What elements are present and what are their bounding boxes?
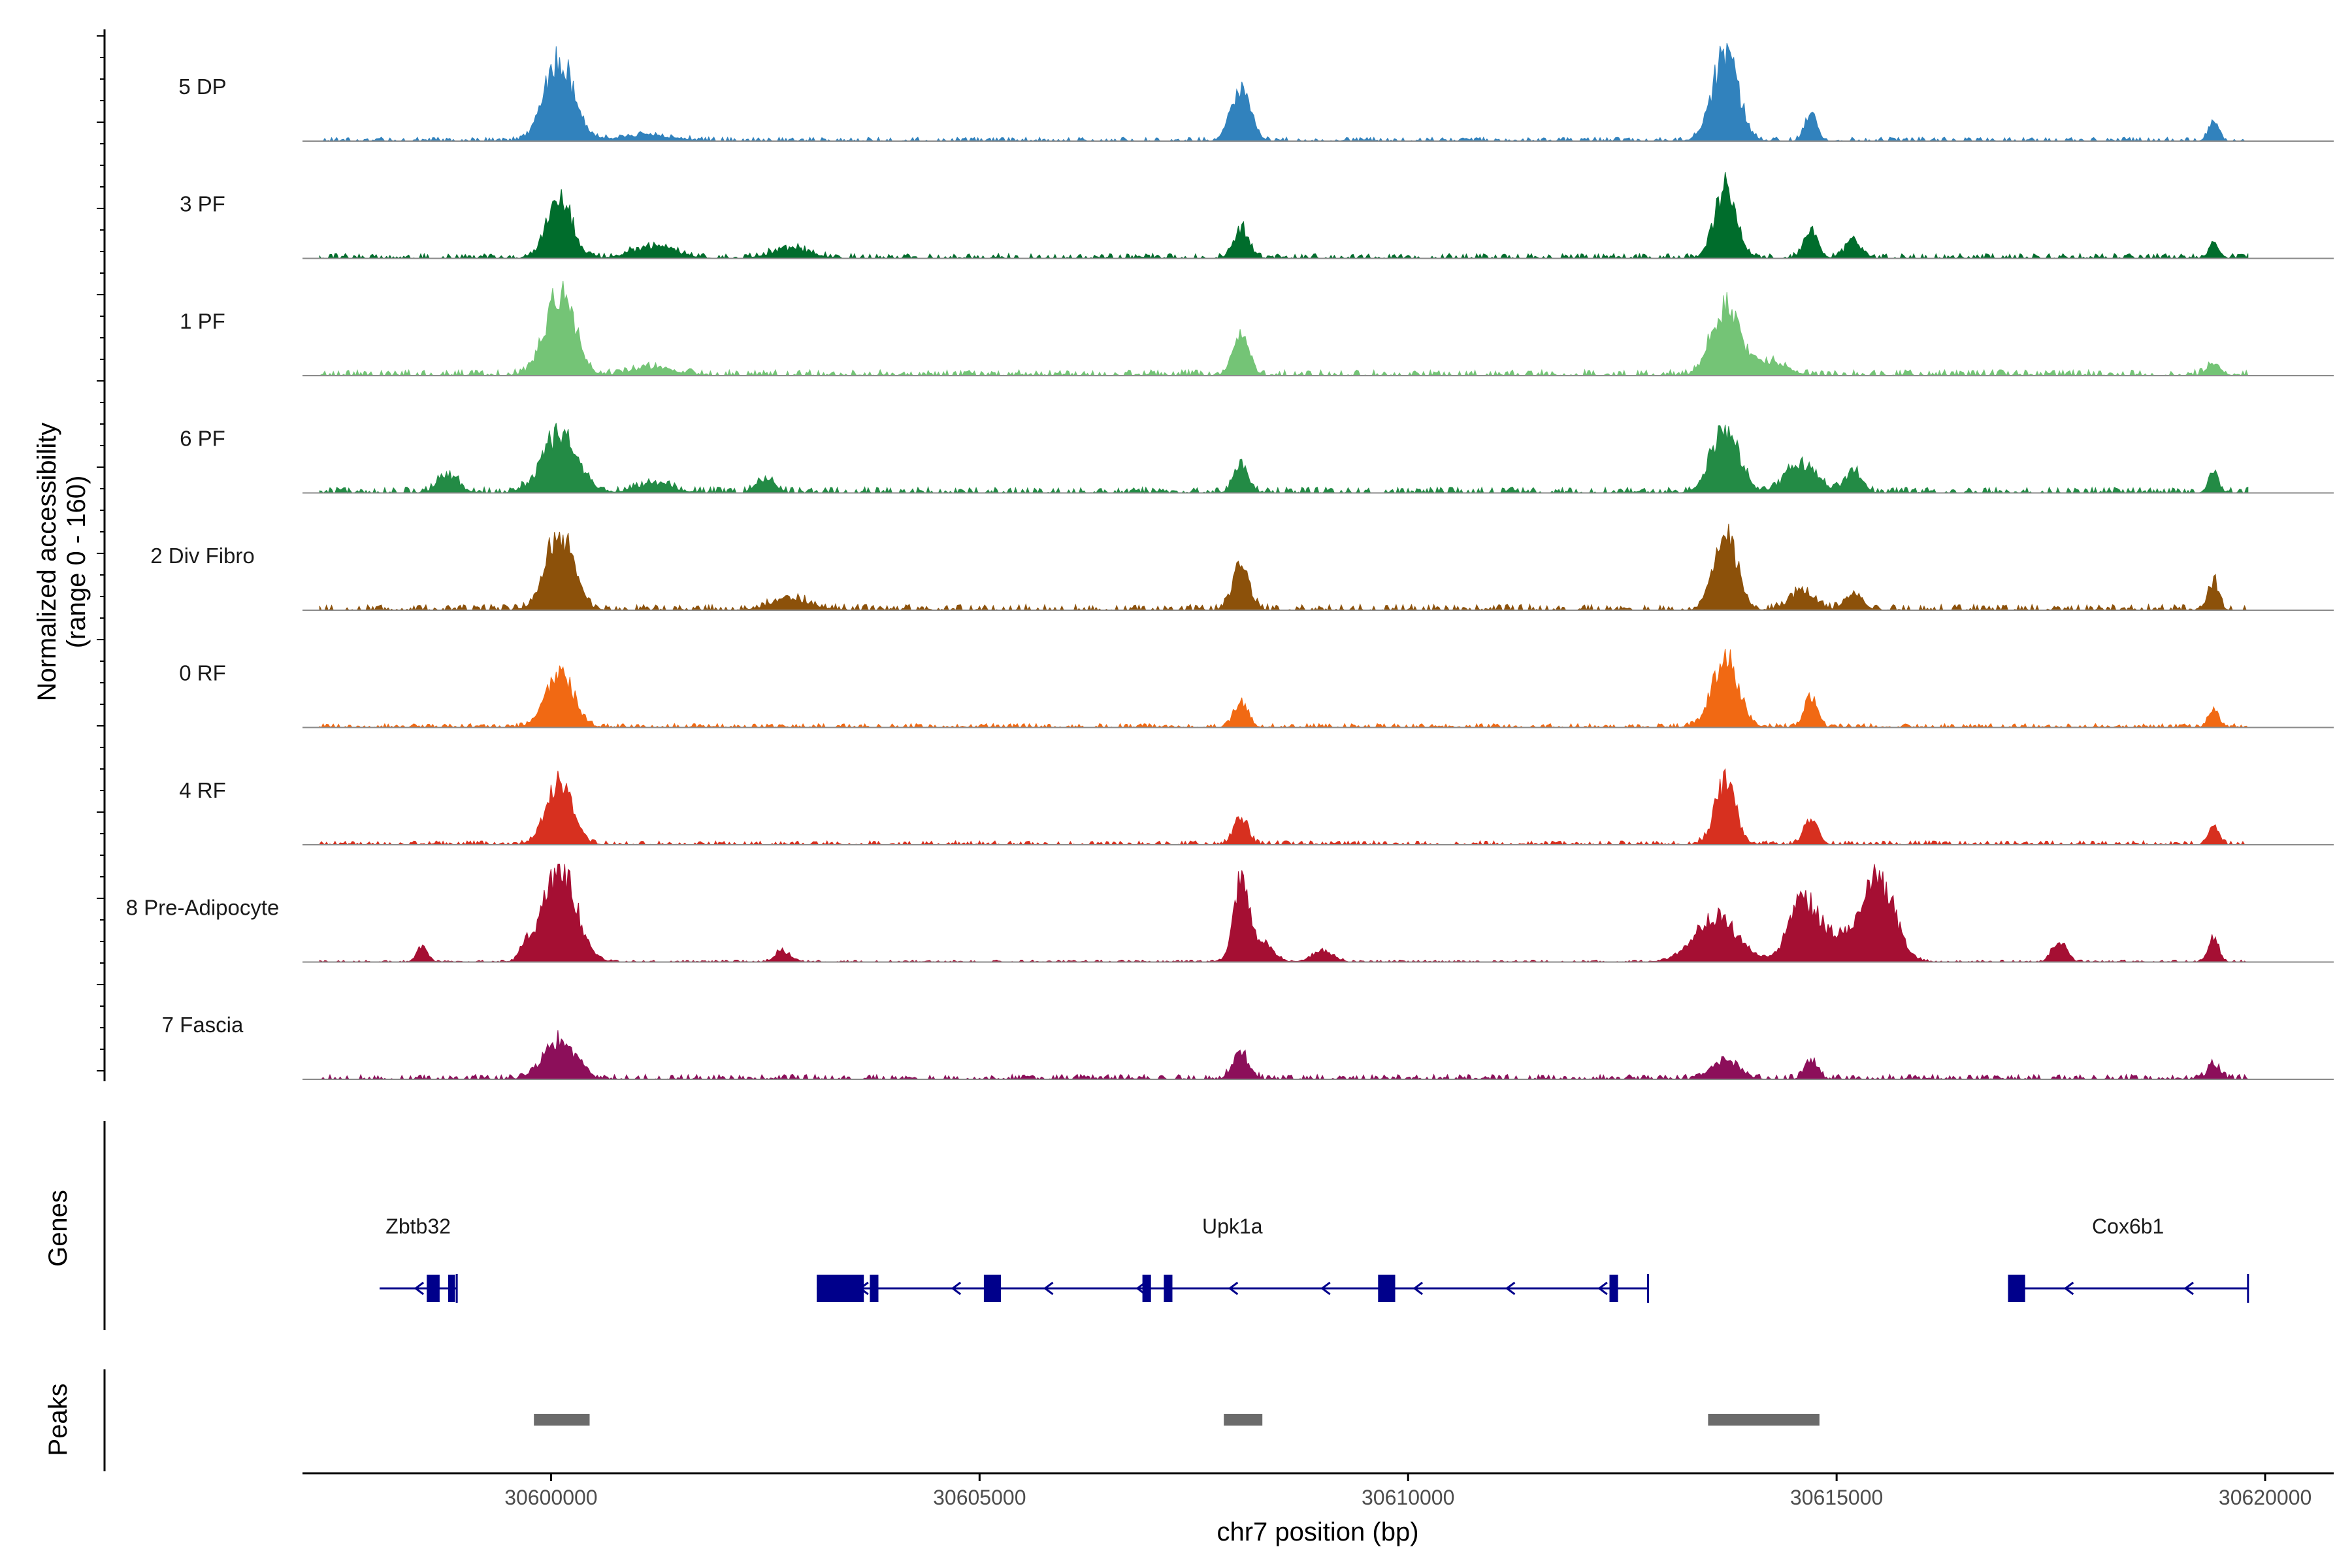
track-4-rf: 4 RF: [179, 768, 2334, 846]
x-axis-title: chr7 position (bp): [1217, 1518, 1418, 1546]
exon: [448, 1275, 455, 1302]
strand-arrow: [1413, 1281, 1423, 1296]
strand-arrow: [2183, 1281, 2194, 1296]
gene-upk1a: Upk1a: [817, 1215, 1650, 1303]
track-2-div-fibro: 2 Div Fibro: [150, 523, 2334, 612]
y-axis: [97, 29, 106, 1081]
track-7-fascia: 7 Fascia: [162, 1013, 2334, 1081]
x-tick-label: 30600000: [504, 1486, 597, 1509]
peak-regions: [534, 1414, 1820, 1426]
track-label: 2 Div Fibro: [150, 544, 255, 568]
track-5-dp: 5 DP: [178, 42, 2334, 142]
x-tick-label: 30620000: [2219, 1486, 2311, 1509]
genes-panel-title: Genes: [44, 1190, 73, 1267]
y-axis-title-line1: Normalized accessibility: [33, 423, 61, 702]
exon: [870, 1275, 879, 1302]
strand-arrow: [1505, 1281, 1516, 1296]
x-axis: 30600000 30605000 30610000 30615000 30620000…: [302, 1472, 2334, 1546]
strand-arrow: [951, 1281, 962, 1296]
coverage-tracks: 5 DP 3 PF 1 PF 6 PF 2 Div Fibro 0 RF 4 RF 8 Pre…: [126, 42, 2334, 1081]
genes-panel: Genes Zbtb32 Upk1a Cox6b1: [44, 1121, 2249, 1330]
exon: [1609, 1275, 1618, 1302]
track-label: 7 Fascia: [162, 1013, 244, 1037]
track-label: 6 PF: [180, 427, 225, 451]
gene-zbtb32: Zbtb32: [380, 1215, 458, 1303]
strand-arrow: [2063, 1281, 2074, 1296]
peak-region: [534, 1414, 590, 1426]
exon: [1164, 1275, 1173, 1302]
track-6-pf: 6 PF: [180, 423, 2334, 495]
track-label: 0 RF: [179, 661, 226, 685]
track-label: 1 PF: [180, 309, 225, 333]
x-tick-label: 30610000: [1362, 1486, 1454, 1509]
gene-cox6b1: Cox6b1: [2008, 1215, 2249, 1303]
exon: [1378, 1275, 1396, 1302]
track-8-pre-adipocyte: 8 Pre-Adipocyte: [126, 864, 2334, 963]
exon: [2008, 1275, 2025, 1302]
track-3-pf: 3 PF: [180, 172, 2334, 259]
track-1-pf: 1 PF: [180, 280, 2334, 377]
peak-region: [1224, 1414, 1263, 1426]
peaks-panel-title: Peaks: [44, 1383, 73, 1456]
strand-arrow: [1597, 1281, 1608, 1296]
x-tick-label: 30605000: [933, 1486, 1026, 1509]
track-label: 5 DP: [178, 74, 226, 99]
gene-label: Zbtb32: [385, 1215, 451, 1238]
y-axis-title-line2: (range 0 - 160): [62, 476, 91, 649]
track-label: 3 PF: [180, 192, 225, 216]
exon: [1142, 1275, 1151, 1302]
gene-label: Cox6b1: [2092, 1215, 2164, 1238]
peak-region: [1708, 1414, 1820, 1426]
strand-arrow: [1228, 1281, 1239, 1296]
track-label: 8 Pre-Adipocyte: [126, 896, 280, 920]
track-0-rf: 0 RF: [179, 649, 2334, 728]
exon: [983, 1275, 1002, 1302]
gene-label: Upk1a: [1202, 1215, 1263, 1238]
x-axis-ticks: 30600000 30605000 30610000 30615000 30620000: [504, 1473, 2311, 1509]
track-label: 4 RF: [179, 778, 226, 802]
exon: [427, 1275, 440, 1302]
peaks-panel: Peaks: [44, 1369, 1820, 1471]
y-axis-title: Normalized accessibility (range 0 - 160): [33, 423, 91, 702]
strand-arrow: [414, 1281, 424, 1296]
strand-arrow: [1320, 1281, 1331, 1296]
x-tick-label: 30615000: [1790, 1486, 1883, 1509]
coverage-area: [318, 280, 2249, 377]
exon: [817, 1275, 864, 1302]
gene-models: Zbtb32 Upk1a Cox6b1: [380, 1215, 2249, 1303]
strand-arrow: [1043, 1281, 1054, 1296]
